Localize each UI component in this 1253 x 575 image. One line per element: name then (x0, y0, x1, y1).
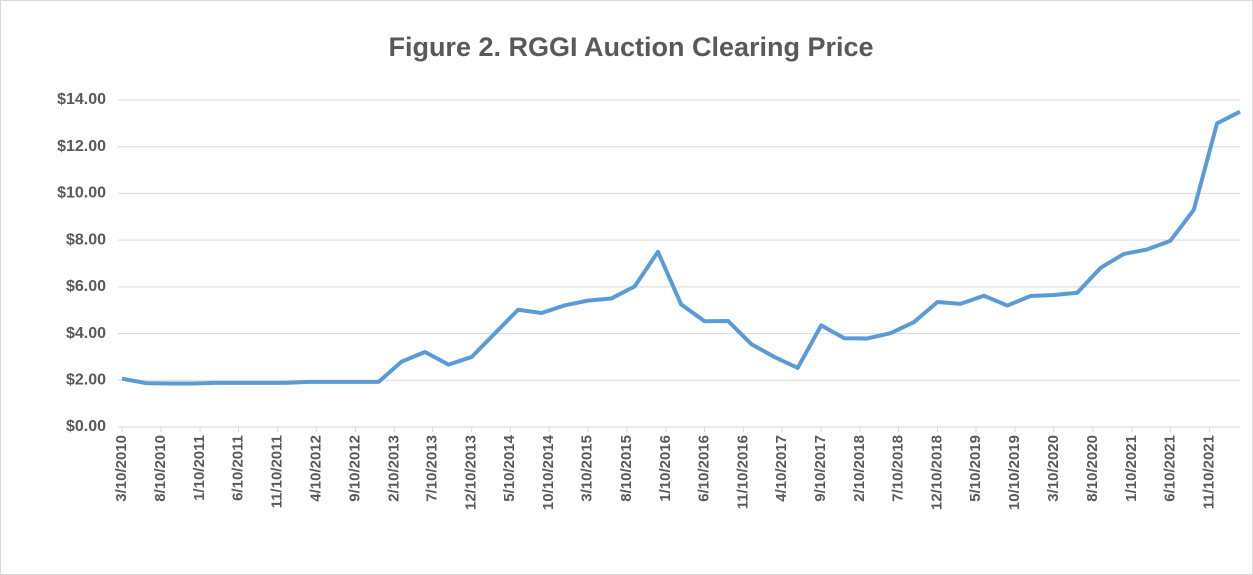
x-tick-label: 7/10/2018 (889, 435, 906, 502)
x-tick-label: 8/10/2010 (152, 435, 169, 502)
x-tick-label: 5/10/2019 (967, 435, 984, 502)
x-tick-label: 10/10/2019 (1006, 435, 1023, 510)
y-tick-label: $4.00 (66, 325, 106, 342)
x-tick-label: 6/10/2021 (1161, 435, 1178, 502)
x-tick-label: 10/10/2014 (540, 434, 557, 510)
x-tick-label: 9/10/2017 (812, 435, 829, 502)
x-tick-label: 8/10/2020 (1084, 435, 1101, 502)
y-tick-label: $6.00 (66, 278, 106, 295)
x-tick-label: 9/10/2012 (346, 435, 363, 502)
x-tick-label: 8/10/2015 (618, 435, 635, 502)
data-line (121, 109, 1241, 386)
x-tick-label: 4/10/2012 (307, 435, 324, 502)
x-tick-label: 7/10/2013 (424, 435, 441, 502)
x-tick-label: 3/10/2015 (579, 435, 596, 502)
y-tick-label: $10.00 (57, 185, 106, 202)
y-tick-label: $14.00 (57, 91, 106, 108)
x-tick-label: 3/10/2020 (1045, 435, 1062, 502)
y-tick-label: $2.00 (66, 372, 106, 389)
x-tick-label: 12/10/2013 (463, 435, 480, 510)
x-tick-label: 11/10/2011 (269, 435, 286, 508)
y-tick-label: $0.00 (66, 418, 106, 435)
x-tick-label: 6/10/2016 (696, 435, 713, 502)
x-tick-label: 1/10/2011 (191, 435, 208, 501)
x-tick-label: 2/10/2013 (385, 435, 402, 502)
chart-title: Figure 2. RGGI Auction Clearing Price (388, 32, 873, 62)
x-tick-label: 6/10/2011 (230, 435, 247, 501)
x-tick-label: 1/10/2016 (657, 435, 674, 502)
x-tick-label: 11/10/2021 (1200, 435, 1217, 509)
x-tick-label: 3/10/2010 (113, 435, 130, 502)
y-tick-label: $8.00 (66, 231, 106, 248)
x-tick-label: 1/10/2021 (1123, 435, 1140, 502)
x-tick-label: 2/10/2018 (851, 435, 868, 502)
x-tick-label: 12/10/2018 (928, 435, 945, 510)
x-tick-label: 5/10/2014 (501, 434, 518, 501)
x-tick-label: 4/10/2017 (773, 435, 790, 502)
y-tick-label: $12.00 (57, 138, 106, 155)
x-tick-label: 11/10/2016 (735, 435, 752, 509)
